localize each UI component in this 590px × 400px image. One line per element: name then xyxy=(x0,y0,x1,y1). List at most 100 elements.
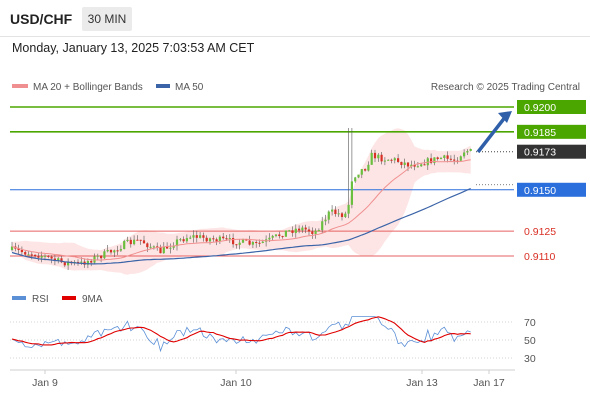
candle-body xyxy=(397,158,400,162)
candle-body xyxy=(113,250,116,253)
candle-body xyxy=(40,256,43,258)
candle-body xyxy=(307,229,311,232)
candle-body xyxy=(47,255,50,257)
candle-body xyxy=(466,150,469,153)
candle-body xyxy=(133,239,136,245)
candle-body xyxy=(291,230,294,233)
candle-body xyxy=(446,155,449,159)
candle-body xyxy=(172,246,175,248)
candle-body xyxy=(30,254,33,256)
currency-pair: USD/CHF xyxy=(10,11,73,27)
candle-body xyxy=(232,238,235,245)
level-label-0.9173: 0.9173 xyxy=(524,147,556,159)
ma9-legend-swatch xyxy=(62,296,76,300)
candle-body xyxy=(255,242,258,244)
candle-body xyxy=(119,249,122,251)
x-tick-label-jan-13: Jan 13 xyxy=(406,377,438,389)
ma50-legend-label: MA 50 xyxy=(175,82,204,93)
candle-body xyxy=(340,213,344,218)
candle-body xyxy=(205,237,208,242)
candle-body xyxy=(43,255,47,257)
candle-body xyxy=(123,241,126,250)
candle-body xyxy=(156,246,159,248)
key-levels xyxy=(10,106,514,257)
research-credit: Research © 2025 Trading Central xyxy=(431,82,580,93)
candle-body xyxy=(364,169,367,171)
level-label-box xyxy=(517,124,586,139)
chart-header: USD/CHF 30 MIN xyxy=(0,0,590,36)
rsi-tick-label-50: 50 xyxy=(524,335,536,347)
ma50-legend-swatch xyxy=(156,84,170,88)
candle-body xyxy=(142,240,146,244)
candle-body xyxy=(311,231,314,234)
candle-body xyxy=(449,158,452,160)
candle-body xyxy=(288,230,291,232)
candle-body xyxy=(96,255,99,257)
candle-body xyxy=(37,256,40,258)
candle-body xyxy=(50,256,53,259)
chart-datetime: Monday, January 13, 2025 7:03:53 AM CET xyxy=(12,41,255,55)
candle-body xyxy=(139,239,142,241)
rsi-tick-label-30: 30 xyxy=(524,353,536,365)
candle-body xyxy=(304,227,307,230)
candle-body xyxy=(166,246,169,249)
candle-body xyxy=(192,235,195,238)
candle-body xyxy=(331,209,334,212)
candle-body xyxy=(175,239,179,247)
candle-body xyxy=(430,158,433,163)
candle-body xyxy=(301,227,304,231)
candle-body xyxy=(241,239,245,243)
candle-body xyxy=(212,238,215,240)
x-tick-label-jan-17: Jan 17 xyxy=(473,377,505,389)
candle-body xyxy=(149,246,152,248)
candle-body xyxy=(129,239,132,245)
x-tick-label-jan-10: Jan 10 xyxy=(220,377,252,389)
level-label-0.9185: 0.9185 xyxy=(524,127,556,139)
candle-body xyxy=(459,156,462,161)
candle-body xyxy=(116,250,119,252)
arrow-head xyxy=(498,111,512,123)
candle-body xyxy=(179,239,182,241)
level-label-box xyxy=(517,182,586,197)
candle-body xyxy=(152,246,155,248)
rsi-panel: 70 50 30 xyxy=(10,316,536,365)
candle-body xyxy=(350,181,353,205)
candle-body xyxy=(354,177,357,182)
level-label-0.9110: 0.9110 xyxy=(524,251,555,263)
bullish-target-arrow xyxy=(476,111,512,154)
candle-body xyxy=(27,254,30,256)
bollinger-band-area xyxy=(12,128,471,275)
candle-body xyxy=(327,211,330,220)
candle-body xyxy=(383,160,386,162)
candle-body xyxy=(159,247,162,254)
candle-body xyxy=(337,213,340,215)
candle-body xyxy=(344,213,347,218)
candle-body xyxy=(271,235,274,238)
candle-body xyxy=(284,230,287,237)
candle-body xyxy=(403,162,406,165)
ma20-legend-label: MA 20 + Bollinger Bands xyxy=(33,82,143,93)
candle-body xyxy=(20,249,23,253)
candle-body xyxy=(86,260,89,265)
rsi-line xyxy=(11,316,471,353)
level-labels: 0.9200 0.9185 0.9173 0.9150 0.9125 0.9110 xyxy=(517,100,586,263)
candle-body xyxy=(103,251,106,259)
candle-body xyxy=(380,154,383,162)
x-tick-label-jan-9: Jan 9 xyxy=(32,377,58,389)
level-label-0.9150: 0.9150 xyxy=(524,185,556,197)
x-axis: Jan 9 Jan 10 Jan 13 Jan 17 xyxy=(32,370,505,389)
rsi-ma9-line xyxy=(11,316,471,346)
candle-body xyxy=(360,169,363,175)
candle-body xyxy=(393,158,396,161)
candle-body xyxy=(208,238,212,242)
candle-body xyxy=(357,174,360,178)
bollinger-bands xyxy=(12,128,471,275)
candle-body xyxy=(100,255,103,259)
timeframe-badge[interactable]: 30 MIN xyxy=(82,7,132,31)
candle-body xyxy=(390,159,393,161)
candle-body xyxy=(169,247,172,249)
candle-body xyxy=(367,164,370,171)
candle-body xyxy=(317,230,320,232)
candle-body xyxy=(334,209,337,215)
